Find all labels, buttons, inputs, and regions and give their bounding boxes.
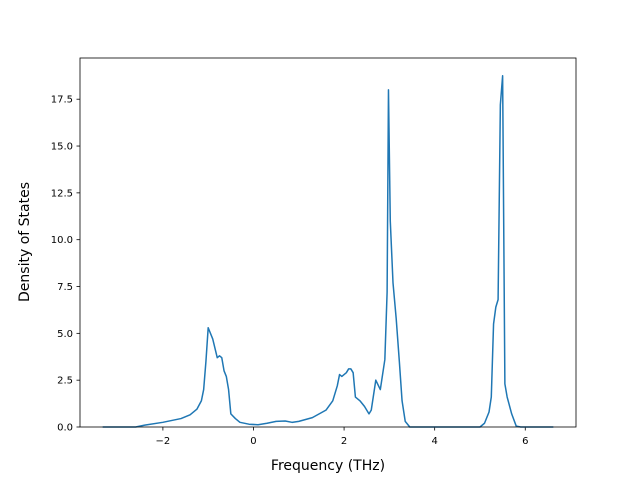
y-tick-label: 17.5 bbox=[51, 95, 73, 106]
x-tick-label: −2 bbox=[156, 436, 171, 447]
plot-frame bbox=[79, 57, 577, 428]
y-tick-label: 5.0 bbox=[57, 329, 73, 340]
line-series bbox=[102, 75, 554, 428]
y-tick-label: 0.0 bbox=[57, 423, 73, 434]
y-tick-label: 10.0 bbox=[51, 235, 73, 246]
y-tick-label: 12.5 bbox=[51, 188, 73, 199]
y-tick-label: 15.0 bbox=[51, 142, 73, 153]
x-tick-label: 4 bbox=[431, 436, 437, 447]
y-tick-label: 7.5 bbox=[57, 282, 73, 293]
x-axis-label: Frequency (THz) bbox=[271, 458, 385, 474]
y-tick-label: 2.5 bbox=[57, 376, 73, 387]
y-axis-label: Density of States bbox=[17, 182, 33, 302]
x-tick-label: 2 bbox=[341, 436, 347, 447]
x-tick-label: 0 bbox=[250, 436, 256, 447]
x-tick-label: 6 bbox=[522, 436, 528, 447]
